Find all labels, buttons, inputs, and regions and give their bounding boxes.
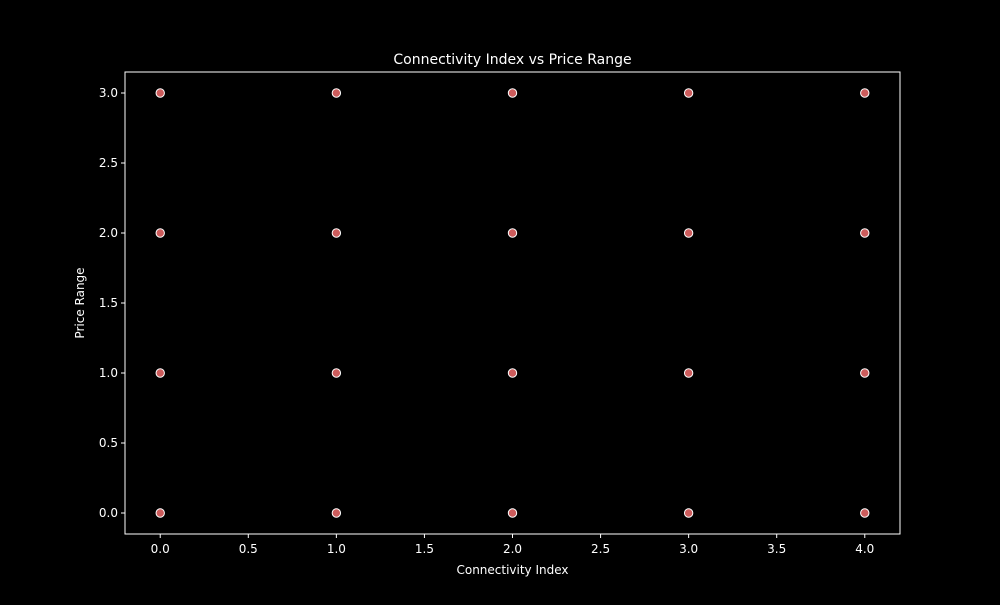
data-point: [860, 228, 870, 238]
data-point: [860, 88, 870, 98]
y-axis-label: Price Range: [73, 267, 87, 338]
data-point: [331, 88, 342, 98]
data-point: [683, 88, 694, 98]
x-tick-label: 0.0: [151, 542, 170, 556]
x-tick-label: 2.5: [591, 542, 610, 556]
plot-frame: [124, 71, 901, 535]
data-point: [860, 368, 870, 378]
x-tick-label: 3.5: [767, 542, 786, 556]
y-tick-label: 0.0: [99, 506, 118, 520]
data-point: [683, 368, 694, 378]
points-layer: [155, 88, 870, 518]
data-point: [507, 88, 518, 98]
data-point: [683, 228, 694, 238]
y-tick-label: 2.5: [99, 156, 118, 170]
data-point: [507, 368, 518, 378]
x-tick-label: 4.0: [855, 542, 874, 556]
data-point: [507, 228, 518, 238]
y-tick-label: 3.0: [99, 86, 118, 100]
data-point: [683, 508, 694, 518]
x-tick-label: 1.5: [415, 542, 434, 556]
y-tick-label: 0.5: [99, 436, 118, 450]
data-point: [155, 88, 165, 98]
y-tick-label: 1.0: [99, 366, 118, 380]
data-point: [860, 508, 870, 518]
chart-title: Connectivity Index vs Price Range: [393, 52, 631, 68]
data-point: [155, 508, 165, 518]
data-point: [331, 368, 342, 378]
data-point: [155, 368, 165, 378]
data-point: [507, 508, 518, 518]
x-tick-label: 0.5: [239, 542, 258, 556]
data-point: [331, 228, 342, 238]
x-tick-label: 1.0: [327, 542, 346, 556]
y-tick-label: 1.5: [99, 296, 118, 310]
x-axis: 0.0 0.5 1.0 1.5 2.0 2.5 3.0 3.5 4.0: [151, 534, 874, 556]
y-tick-label: 2.0: [99, 226, 118, 240]
y-axis: 0.0 0.5 1.0 1.5 2.0 2.5 3.0: [99, 86, 125, 520]
data-point: [331, 508, 342, 518]
data-point: [155, 228, 165, 238]
x-tick-label: 2.0: [503, 542, 522, 556]
x-axis-label: Connectivity Index: [456, 563, 568, 577]
x-tick-label: 3.0: [679, 542, 698, 556]
